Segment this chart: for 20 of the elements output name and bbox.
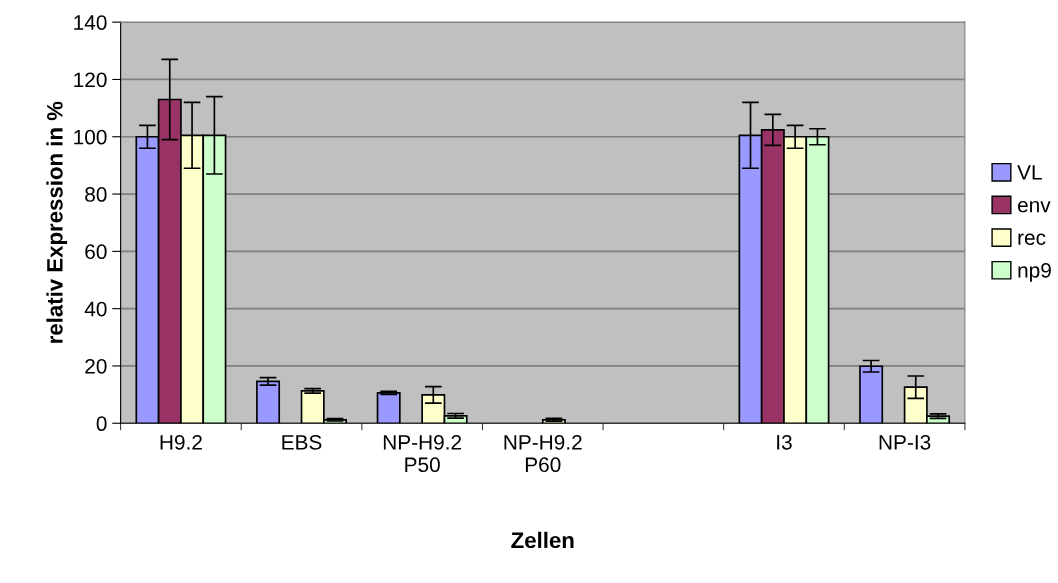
x-tick-label: I3 xyxy=(777,434,792,450)
y-axis-title: relativ Expression in % xyxy=(46,101,68,343)
legend-label: VL xyxy=(1017,165,1042,180)
x-tick-label: NP-I3 xyxy=(879,434,931,450)
y-tick-label: 120 xyxy=(74,72,107,88)
legend-label: env xyxy=(1017,200,1051,213)
y-tick-label: 20 xyxy=(85,358,107,374)
y-tick-label: 0 xyxy=(96,416,107,432)
y-tick-label: 40 xyxy=(84,301,107,317)
x-tick-label: NP-H9.2 P60 xyxy=(504,434,582,473)
x-tick-label: EBS xyxy=(282,434,322,450)
x-tick-label: H9.2 xyxy=(160,434,202,450)
legend-label: np9 xyxy=(1018,262,1051,282)
y-tick-label: 100 xyxy=(74,129,107,145)
x-axis-title: Zellen xyxy=(511,531,574,549)
y-tick-label: 80 xyxy=(85,187,107,202)
y-tick-label: 140 xyxy=(74,15,107,30)
x-tick-label: NP-H9.2 P50 xyxy=(383,434,462,473)
legend-label: rec xyxy=(1018,233,1046,245)
y-tick-label: 60 xyxy=(85,244,107,260)
